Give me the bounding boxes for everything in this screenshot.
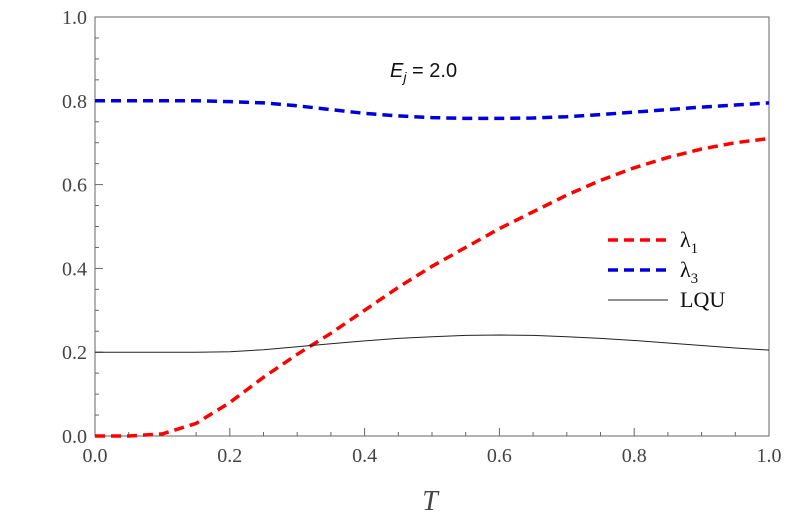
series-line-1 bbox=[95, 136, 770, 438]
series-layer bbox=[95, 99, 770, 438]
axis-ticks bbox=[94, 16, 770, 437]
series-line-lqu bbox=[95, 334, 770, 353]
y-tick-label: 0.6 bbox=[62, 175, 87, 197]
x-tick-label: 0.4 bbox=[352, 445, 377, 467]
annotation-ej: Ej = 2.0 bbox=[390, 60, 457, 85]
x-axis-title: T bbox=[422, 486, 440, 517]
annotation-main: E bbox=[390, 60, 404, 82]
x-tick-label: 0.8 bbox=[622, 445, 647, 467]
legend-label-main: λ bbox=[680, 257, 691, 282]
legend-label-main: λ bbox=[680, 227, 691, 252]
axis-tick-labels: 0.0 0.2 0.4 0.6 0.8 1.0 0.0 0.2 0.4 0.6 0.8 1.0 bbox=[62, 7, 782, 467]
y-tick-label: 1.0 bbox=[62, 7, 87, 29]
legend-label-sub: 1 bbox=[691, 241, 699, 257]
legend-label-sub: 3 bbox=[691, 271, 699, 287]
x-tick-label: 0.6 bbox=[487, 445, 512, 467]
legend-label: LQU bbox=[680, 287, 725, 312]
y-tick-label: 0.8 bbox=[62, 91, 87, 113]
x-tick-label: 0.2 bbox=[217, 445, 242, 467]
x-tick-label: 1.0 bbox=[757, 445, 782, 467]
annotation-rest: = 2.0 bbox=[406, 60, 457, 82]
series-line-3 bbox=[95, 99, 770, 121]
y-tick-label: 0.2 bbox=[62, 342, 87, 364]
annotation-sub: j bbox=[401, 69, 407, 85]
legend-label: λ3 bbox=[680, 257, 698, 287]
y-tick-label: 0.0 bbox=[62, 426, 87, 448]
legend-label-main: LQU bbox=[680, 287, 725, 312]
x-tick-label: 0.0 bbox=[83, 445, 108, 467]
legend-label: λ1 bbox=[680, 227, 698, 257]
y-tick-label: 0.4 bbox=[62, 258, 87, 280]
